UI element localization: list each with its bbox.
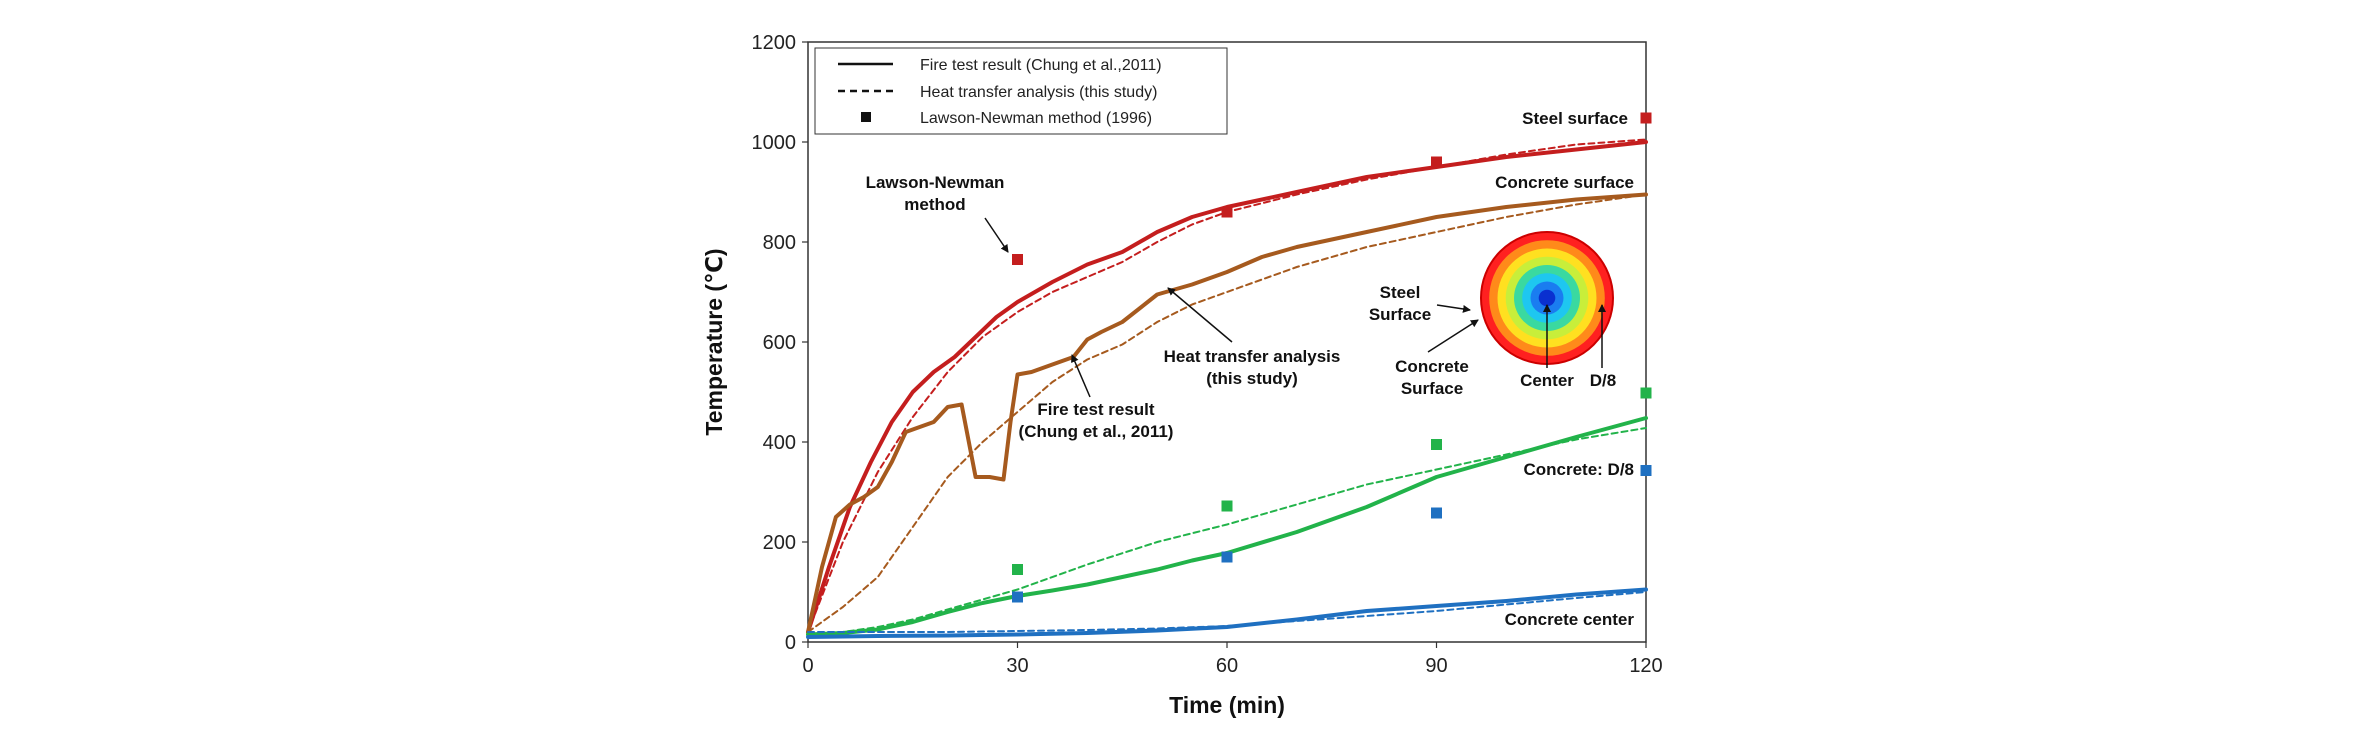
legend-lawson-newman: Lawson-Newman method (1996)	[920, 110, 1152, 127]
marker-layer	[1012, 112, 1652, 603]
legend-square-marker	[861, 112, 871, 122]
arrow-fire-test	[1071, 354, 1091, 398]
inset-ring	[1538, 289, 1556, 307]
y-tick-label: 1000	[752, 132, 797, 154]
heat-transfer-line-concrete-surface	[807, 193, 1647, 633]
label-concrete-d8: Concrete: D/8	[1523, 460, 1634, 479]
lawson-newman-point-steel-surface	[1640, 112, 1652, 124]
x-tick-label: 30	[1006, 655, 1028, 677]
cross-section-inset	[1480, 231, 1614, 365]
x-tick-label: 0	[802, 655, 813, 677]
arrow-lawson-newman	[984, 217, 1009, 253]
legend: Fire test result (Chung et al.,2011) Hea…	[814, 47, 1228, 135]
lawson-newman-point-concrete-center	[1431, 507, 1442, 519]
x-tick-label: 120	[1629, 655, 1662, 677]
y-tick-label: 0	[785, 632, 796, 654]
inset-label-d8: D/8	[1590, 371, 1616, 390]
label-concrete-center: Concrete center	[1505, 610, 1635, 629]
lawson-newman-point-steel-surface	[1221, 206, 1233, 218]
y-tick-label: 1200	[752, 32, 797, 54]
label-fire-test-line2: (Chung et al., 2011)	[1019, 422, 1174, 441]
label-lawson-newman-line2: method	[904, 195, 965, 214]
lawson-newman-point-concrete-center	[1640, 465, 1652, 476]
fire-test-line-concrete-d-8	[806, 416, 1648, 637]
arrow-concrete-surface	[1427, 319, 1479, 353]
x-tick-label: 60	[1216, 655, 1238, 677]
lawson-newman-point-concrete-d-8	[1431, 439, 1442, 450]
lawson-newman-point-concrete-d-8	[1012, 564, 1023, 575]
inset-label-steel-2: Surface	[1369, 305, 1431, 324]
x-axis-title: Time (min)	[1169, 692, 1285, 718]
label-steel-surface: Steel surface	[1522, 109, 1628, 128]
x-tick-label: 90	[1425, 655, 1447, 677]
y-tick-label: 600	[763, 332, 796, 354]
fire-test-line-concrete-surface	[806, 192, 1648, 634]
inset-label-steel-1: Steel	[1380, 283, 1421, 302]
y-tick-label: 800	[763, 232, 796, 254]
inset-label-concrete-1: Concrete	[1395, 357, 1469, 376]
arrow-steel-surface	[1436, 304, 1471, 313]
label-heat-transfer-line2: (this study)	[1206, 369, 1298, 388]
label-fire-test-line1: Fire test result	[1037, 400, 1154, 419]
legend-fire-test: Fire test result (Chung et al.,2011)	[920, 57, 1162, 74]
y-tick-label: 400	[763, 432, 796, 454]
legend-box	[814, 47, 1228, 135]
label-heat-transfer-line1: Heat transfer analysis	[1164, 347, 1341, 366]
arrow-heat-transfer	[1167, 287, 1233, 343]
lawson-newman-point-steel-surface	[1012, 254, 1023, 265]
lawson-newman-point-concrete-center	[1221, 551, 1233, 563]
inset-label-concrete-2: Surface	[1401, 379, 1463, 398]
label-lawson-newman-line1: Lawson-Newman	[866, 173, 1005, 192]
lawson-newman-point-steel-surface	[1431, 156, 1442, 168]
lawson-newman-point-concrete-d-8	[1221, 500, 1233, 512]
y-axis-title: Temperature (℃)	[701, 248, 727, 435]
inset-label-center: Center	[1520, 371, 1574, 390]
lawson-newman-point-concrete-d-8	[1640, 387, 1652, 399]
heat-transfer-line-concrete-d-8	[807, 427, 1647, 636]
label-concrete-surface: Concrete surface	[1495, 173, 1634, 192]
fire-test-line-steel-surface	[806, 140, 1648, 634]
lawson-newman-point-concrete-center	[1012, 591, 1023, 603]
fire-test-line-concrete-center	[806, 587, 1648, 639]
heat-transfer-line-concrete-center	[807, 591, 1647, 633]
legend-heat-transfer: Heat transfer analysis (this study)	[920, 84, 1157, 101]
y-tick-label: 200	[763, 532, 796, 554]
